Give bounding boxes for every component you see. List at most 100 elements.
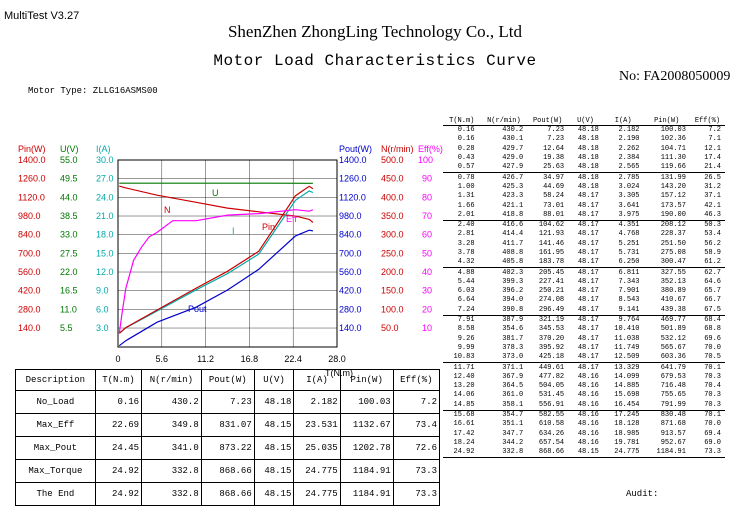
points-cell: 157.12 bbox=[660, 192, 686, 201]
points-cell: 227.41 bbox=[538, 277, 565, 286]
points-cell: 399.3 bbox=[502, 277, 524, 286]
points-cell: 641.79 bbox=[660, 363, 686, 372]
points-cell: 190.00 bbox=[643, 210, 690, 221]
points-cell: 48.17 bbox=[568, 353, 603, 364]
right-axis-title: N(r/min) bbox=[381, 144, 414, 154]
points-cell: 8.58 bbox=[457, 325, 475, 334]
points-cell: 427.9 bbox=[480, 163, 528, 174]
points-cell: 70.1 bbox=[704, 363, 721, 372]
points-cell: 70.1 bbox=[704, 411, 721, 420]
left-axis-tick: 5.5 bbox=[60, 323, 73, 333]
points-cell: 46.3 bbox=[689, 210, 725, 221]
points-cell: 361.0 bbox=[502, 391, 524, 400]
points-row: 14.85 358.1 556.91 48.16 16.454 791.99 70.3 bbox=[443, 400, 725, 411]
points-cell: 2.40 bbox=[457, 221, 475, 230]
summary-cell: 73.3 bbox=[392, 459, 441, 483]
points-cell: 556.91 bbox=[527, 400, 569, 411]
summary-cell: 25.035 bbox=[293, 436, 341, 460]
points-cell: 0.43 bbox=[457, 154, 475, 163]
points-cell: 755.65 bbox=[660, 391, 686, 400]
left-axis-tick: 18.0 bbox=[96, 230, 114, 240]
points-cell: 14.885 bbox=[614, 382, 640, 391]
points-cell: 17.4 bbox=[704, 154, 721, 163]
points-cell: 1.66 bbox=[457, 201, 475, 210]
points-cell: 425.18 bbox=[527, 353, 569, 364]
left-axis-tick: 11.0 bbox=[60, 304, 77, 314]
summary-header: Pout(W) bbox=[200, 369, 255, 391]
points-cell: 952.67 bbox=[660, 438, 686, 447]
points-row: 5.44 399.3 227.41 48.17 7.343 352.13 64.6 bbox=[443, 278, 725, 287]
points-cell: 2.565 bbox=[602, 163, 644, 174]
points-cell: 12.40 bbox=[453, 372, 475, 381]
summary-cell: 48.18 bbox=[253, 390, 295, 414]
summary-cell: 24.92 bbox=[94, 459, 143, 483]
points-cell: 48.17 bbox=[568, 258, 603, 269]
points-cell: 274.08 bbox=[538, 296, 565, 305]
points-cell: 13.329 bbox=[614, 363, 640, 372]
points-cell: 347.7 bbox=[502, 429, 524, 438]
left-axis-tick: 700.0 bbox=[18, 248, 41, 258]
points-cell: 25.63 bbox=[527, 163, 569, 174]
points-row: 0.78 426.7 34.97 48.18 2.785 131.99 26.5 bbox=[443, 173, 725, 183]
points-cell: 2.262 bbox=[618, 144, 640, 153]
points-cell: 913.57 bbox=[660, 429, 686, 438]
points-row: 6.64 394.0 274.08 48.17 8.543 410.67 66.7 bbox=[443, 296, 725, 305]
points-row: 0.57 427.9 25.63 48.18 2.565 119.66 21.4 bbox=[443, 163, 725, 174]
points-cell: 48.17 bbox=[577, 249, 599, 257]
summary-cell: 7.23 bbox=[200, 390, 255, 414]
points-cell: 64.6 bbox=[704, 277, 721, 286]
points-cell: 12.1 bbox=[704, 144, 721, 153]
points-cell: 7.2 bbox=[708, 126, 721, 135]
left-axis-tick: 27.0 bbox=[96, 174, 114, 184]
x-axis-tick: 5.6 bbox=[156, 354, 169, 364]
points-cell: 610.58 bbox=[538, 420, 565, 429]
points-cell: 2.384 bbox=[618, 154, 640, 163]
left-axis-tick: 980.0 bbox=[18, 211, 41, 221]
points-cell: 70.0 bbox=[704, 420, 721, 429]
points-cell: 0.78 bbox=[457, 173, 475, 182]
motor-type: Motor Type: ZLLG16ASMS00 bbox=[28, 86, 158, 96]
points-cell: 4.351 bbox=[618, 221, 640, 230]
points-cell: 48.18 bbox=[577, 135, 599, 144]
points-cell: 73.3 bbox=[689, 448, 725, 459]
left-axis-tick: 21.0 bbox=[96, 211, 114, 221]
series-line-n bbox=[119, 185, 314, 223]
points-cell: 3.641 bbox=[618, 201, 640, 210]
summary-cell: 831.07 bbox=[200, 413, 255, 437]
points-cell: 11.71 bbox=[453, 363, 475, 372]
points-cell: 19.781 bbox=[614, 438, 640, 447]
points-cell: 68.4 bbox=[704, 316, 721, 325]
points-row: 0.28 429.7 12.64 48.18 2.262 104.71 12.1 bbox=[443, 145, 725, 154]
points-header: Eff(%) bbox=[689, 116, 725, 126]
curve-label-pin: Pin bbox=[262, 222, 275, 232]
summary-header: Description bbox=[15, 369, 96, 391]
points-cell: 300.47 bbox=[643, 258, 690, 269]
points-cell: 416.6 bbox=[502, 221, 524, 230]
right-axis-tick: 420.0 bbox=[339, 286, 362, 296]
points-cell: 411.7 bbox=[502, 239, 524, 248]
points-cell: 7.23 bbox=[547, 135, 565, 144]
points-cell: 3.975 bbox=[602, 210, 644, 221]
right-axis-tick: 100 bbox=[418, 155, 433, 165]
points-cell: 3.28 bbox=[457, 239, 475, 248]
points-cell: 344.2 bbox=[502, 438, 524, 447]
points-cell: 532.12 bbox=[660, 334, 686, 343]
summary-cell: 430.2 bbox=[141, 390, 202, 414]
summary-row: Max_Eff 22.69 349.8 831.07 48.15 23.531 1132.6… bbox=[15, 413, 441, 437]
points-row: 15.68 354.7 582.55 48.16 17.245 830.48 70.1 bbox=[443, 410, 725, 420]
points-cell: 19.38 bbox=[543, 154, 565, 163]
series-line-eff bbox=[118, 209, 314, 334]
points-cell: 48.18 bbox=[577, 182, 599, 191]
points-cell: 7.91 bbox=[457, 316, 475, 325]
points-cell: 18.985 bbox=[614, 429, 640, 438]
right-axis-tick: 80 bbox=[422, 192, 432, 202]
points-header: U(V) bbox=[568, 116, 603, 126]
points-cell: 11.038 bbox=[614, 334, 640, 343]
points-header: N(r/min) bbox=[480, 116, 528, 126]
points-cell: 34.97 bbox=[543, 173, 565, 182]
points-cell: 430.2 bbox=[502, 126, 524, 135]
points-row: 16.61 351.1 610.58 48.16 18.128 871.68 70.0 bbox=[443, 420, 725, 429]
points-cell: 48.16 bbox=[577, 382, 599, 391]
right-axis-tick: 40 bbox=[422, 267, 432, 277]
left-axis-title: Pin(W) bbox=[18, 144, 46, 154]
